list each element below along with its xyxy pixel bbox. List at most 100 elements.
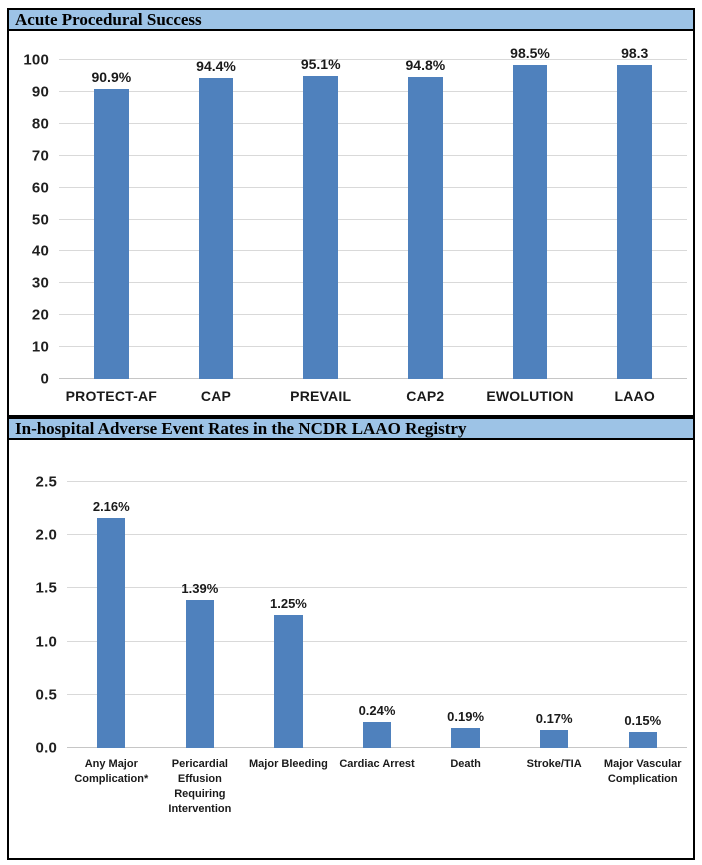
plot-row: 0.0 0.5 1.0 1.5 2.0 2.5 2.16% 1.39% 1.25% 0.24% 0.… — [9, 474, 693, 757]
bar-slot: 1.25% — [244, 482, 333, 748]
y-tick-label: 0.0 — [35, 739, 57, 757]
bar-value-label: 90.9% — [91, 69, 132, 86]
bar-slot: 94.4% — [164, 58, 269, 379]
bar — [185, 600, 215, 748]
gridline — [67, 693, 687, 695]
bar-slot: 0.19% — [421, 482, 510, 748]
bar — [408, 76, 443, 379]
bar — [628, 732, 657, 748]
bar-value-label: 94.4% — [196, 57, 236, 74]
x-axis-spacer — [9, 379, 59, 404]
bar-value-label: 98.5% — [510, 44, 550, 61]
bar-slot: 0.17% — [510, 482, 599, 748]
y-tick-label: 90 — [31, 83, 49, 101]
chart-inner: 0 10 20 30 40 50 60 70 80 90 100 90.9% 94.4% 95.1% 94.… — [9, 31, 693, 404]
bar — [540, 729, 569, 748]
y-tick-label: 20 — [31, 306, 49, 324]
bar-value-label: 94.8% — [405, 56, 446, 73]
bar — [198, 77, 234, 379]
gridline — [67, 640, 687, 642]
y-tick-label: 10 — [31, 338, 49, 356]
chart-title-1: Acute Procedural Success — [15, 10, 202, 29]
chart-title-2: In-hospital Adverse Event Rates in the N… — [15, 419, 467, 438]
gridline — [59, 218, 687, 220]
y-axis: 0.0 0.5 1.0 1.5 2.0 2.5 — [9, 474, 67, 757]
x-category-label: Death — [450, 758, 481, 770]
x-category-label: Cardiac Arrest — [339, 758, 415, 770]
bar-slot: 98.3 — [582, 45, 687, 379]
adverse-event-rates-chart: 0.0 0.5 1.0 1.5 2.0 2.5 2.16% 1.39% 1.25% 0.24% 0.… — [7, 440, 695, 860]
plot-area: 2.16% 1.39% 1.25% 0.24% 0.19% 0.17% 0.15% — [67, 481, 687, 748]
bar-slot: 95.1% — [268, 56, 373, 379]
bar — [94, 89, 129, 379]
gridline — [59, 122, 687, 124]
x-axis-spacer — [9, 748, 67, 816]
gridline — [59, 186, 687, 188]
two-chart-figure: Acute Procedural Success 0 10 20 30 40 50 60 70… — [7, 8, 695, 860]
bar-value-label: 0.24% — [358, 703, 396, 719]
bar — [617, 65, 652, 379]
y-tick-label: 0 — [40, 370, 49, 388]
y-tick-label: 100 — [23, 51, 49, 69]
x-category-label: Major Bleeding — [249, 758, 328, 770]
bar — [97, 518, 126, 748]
bar-value-label: 0.15% — [624, 713, 662, 729]
bar — [274, 615, 303, 748]
x-category-label: Stroke/TIA — [526, 758, 582, 770]
y-tick-label: 50 — [31, 211, 49, 228]
y-tick-label: 1.5 — [35, 579, 57, 597]
x-category-label: PROTECT-AF — [65, 388, 158, 404]
gridline — [67, 587, 687, 589]
bar-value-label: 1.39% — [181, 581, 219, 597]
y-tick-label: 0.5 — [35, 686, 57, 704]
bar — [362, 722, 392, 748]
bar-slot: 1.39% — [156, 482, 245, 748]
bar-slot: 0.24% — [333, 482, 422, 748]
bar-slot: 94.8% — [373, 57, 478, 379]
bar — [451, 727, 480, 748]
x-category-label: LAAO — [614, 388, 655, 404]
y-tick-label: 80 — [31, 115, 49, 133]
y-tick-label: 2.5 — [35, 473, 57, 491]
plot-area: 90.9% 94.4% 95.1% 94.8% 98.5% 98.3 — [59, 45, 687, 379]
chart-title-bar-1: Acute Procedural Success — [7, 8, 695, 31]
x-axis-labels: PROTECT-AF CAP PREVAIL CAP2 EWOLUTION LAAO — [9, 379, 693, 404]
bar — [512, 64, 548, 379]
x-category-label: CAP2 — [406, 388, 445, 404]
chart-title-bar-2: In-hospital Adverse Event Rates in the N… — [7, 417, 695, 440]
y-tick-label: 70 — [31, 147, 49, 165]
gridline — [59, 154, 687, 156]
x-axis-line — [59, 378, 687, 379]
gridline — [59, 282, 687, 284]
section-acute-procedural-success: Acute Procedural Success 0 10 20 30 40 50 60 70… — [7, 8, 695, 417]
bar-value-label: 98.3 — [621, 45, 649, 62]
bar — [303, 75, 338, 379]
bar-value-label: 0.17% — [535, 710, 573, 726]
gridline — [59, 314, 687, 316]
bar-slot: 0.15% — [598, 482, 687, 748]
gridline — [59, 346, 687, 348]
x-category-label: Any Major Complication* — [74, 758, 149, 785]
chart-inner: 0.0 0.5 1.0 1.5 2.0 2.5 2.16% 1.39% 1.25% 0.24% 0.… — [9, 440, 693, 816]
y-tick-label: 1.0 — [35, 633, 57, 651]
acute-procedural-success-chart: 0 10 20 30 40 50 60 70 80 90 100 90.9% 94.4% 95.1% 94.… — [7, 31, 695, 417]
y-tick-label: 30 — [31, 274, 49, 292]
plot-row: 0 10 20 30 40 50 60 70 80 90 100 90.9% 94.4% 95.1% 94.… — [9, 45, 693, 388]
gridline — [59, 59, 687, 60]
gridline — [67, 481, 687, 482]
bar-value-label: 95.1% — [300, 55, 341, 72]
x-category-label: EWOLUTION — [486, 388, 574, 404]
y-axis: 0 10 20 30 40 50 60 70 80 90 100 — [9, 52, 59, 388]
bar-slot: 90.9% — [59, 60, 164, 379]
y-tick-label: 2.0 — [35, 526, 57, 544]
gridline — [59, 250, 687, 252]
section-ncdr-laao-adverse-events: In-hospital Adverse Event Rates in the N… — [7, 417, 695, 860]
gridline — [59, 90, 687, 92]
bar-value-label: 1.25% — [270, 596, 307, 611]
bar-value-label: 0.19% — [447, 708, 485, 724]
x-axis-labels: Any Major Complication* Pericardial Effus… — [9, 748, 693, 816]
bar-slot: 98.5% — [478, 45, 583, 379]
y-tick-label: 40 — [31, 242, 49, 260]
x-category-label: PREVAIL — [290, 388, 352, 404]
x-category-label: CAP — [200, 388, 232, 404]
